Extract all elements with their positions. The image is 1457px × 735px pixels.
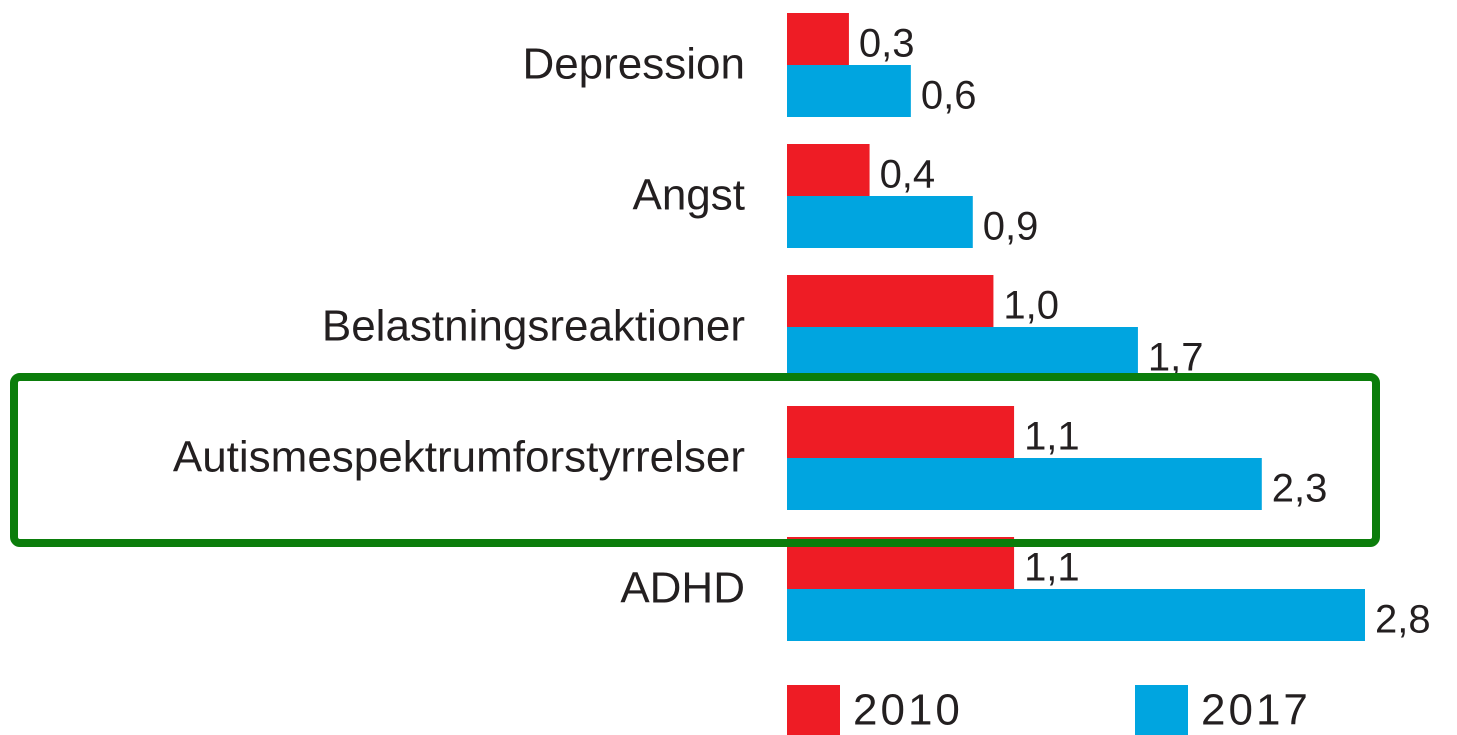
category-label: Belastningsreaktioner bbox=[322, 302, 745, 351]
value-label: 2,8 bbox=[1375, 598, 1431, 642]
category-label: Angst bbox=[632, 171, 745, 220]
value-label: 0,4 bbox=[880, 153, 936, 197]
bar bbox=[787, 65, 911, 117]
highlight-box bbox=[10, 373, 1380, 547]
value-label: 1,1 bbox=[1024, 546, 1080, 590]
bar bbox=[787, 144, 870, 196]
legend-label: 2017 bbox=[1201, 686, 1311, 735]
category-label: Autismespektrumforstyrrelser bbox=[173, 433, 745, 482]
value-label: 2,3 bbox=[1272, 467, 1328, 511]
category-label: ADHD bbox=[620, 564, 745, 613]
bar bbox=[787, 458, 1262, 510]
legend-swatch bbox=[787, 685, 840, 735]
value-label: 0,6 bbox=[921, 74, 977, 118]
bar bbox=[787, 196, 973, 248]
bar bbox=[787, 13, 849, 65]
bar bbox=[787, 589, 1365, 641]
value-label: 0,9 bbox=[983, 205, 1039, 249]
bar bbox=[787, 275, 994, 327]
value-label: 0,3 bbox=[859, 22, 915, 66]
bar bbox=[787, 406, 1015, 458]
value-label: 1,0 bbox=[1003, 284, 1059, 328]
value-label: 1,1 bbox=[1024, 415, 1080, 459]
bar bbox=[787, 327, 1138, 379]
legend-label: 2010 bbox=[853, 686, 963, 735]
legend-swatch bbox=[1135, 685, 1188, 735]
value-label: 1,7 bbox=[1148, 336, 1204, 380]
category-label: Depression bbox=[522, 40, 745, 89]
